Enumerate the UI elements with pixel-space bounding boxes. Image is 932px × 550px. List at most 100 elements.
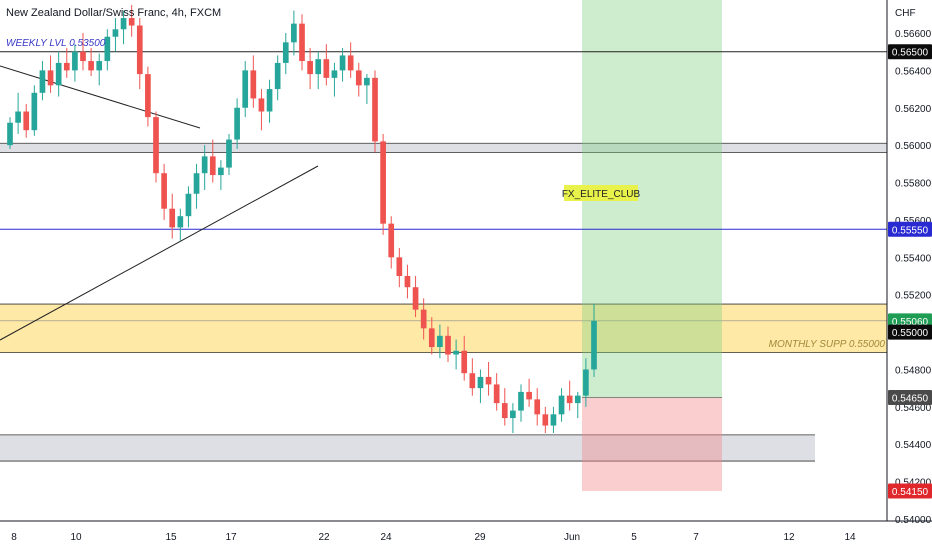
candle <box>201 145 208 191</box>
descending-trendline <box>0 65 201 129</box>
candle-body <box>266 89 273 112</box>
candle <box>558 388 565 422</box>
candle-body <box>23 111 30 131</box>
candle-body <box>161 173 167 209</box>
candle-body <box>364 77 370 86</box>
candle-body <box>112 29 119 37</box>
time-tick-label: 15 <box>165 532 177 543</box>
long-position-tool[interactable] <box>582 0 722 491</box>
candle <box>234 98 240 149</box>
candle <box>63 47 70 78</box>
candle-body <box>493 384 500 404</box>
candle <box>7 117 13 149</box>
candle-body <box>55 62 62 86</box>
candle-body <box>412 287 419 310</box>
candle-body <box>72 51 78 71</box>
candle-body <box>510 410 516 419</box>
price-axis[interactable]: 0.56600 0.56400 0.56200 0.56000 0.55800 0.556… <box>886 0 932 526</box>
candle-body <box>185 193 192 217</box>
candle-body <box>39 70 46 93</box>
price-marker-background <box>888 390 932 405</box>
candle-body <box>469 373 476 389</box>
candle-body <box>291 23 297 43</box>
stop-loss-area[interactable] <box>582 397 722 491</box>
price-marker-background <box>888 44 932 60</box>
price-tick-label: 0.56600 <box>895 29 932 40</box>
candle-body <box>31 92 38 131</box>
candle <box>299 14 305 71</box>
candle <box>493 373 500 411</box>
candle <box>47 55 54 93</box>
candle-body <box>477 376 484 389</box>
candle <box>193 163 200 209</box>
price-marker: 0.56500 <box>888 44 932 60</box>
price-marker-value: 0.55060 <box>892 317 929 328</box>
candle-body <box>566 395 573 404</box>
candle-body <box>461 350 468 374</box>
candle-body <box>47 70 54 86</box>
time-axis[interactable]: 8 10 15 17 22 24 29 Jun 5 7 12 14 <box>0 520 932 543</box>
candle <box>291 10 297 56</box>
symbol-title[interactable]: New Zealand Dollar/Swiss Franc, 4h, FXCM <box>6 7 221 19</box>
candle <box>72 44 78 82</box>
candle-body <box>80 51 86 62</box>
candle <box>485 361 492 396</box>
price-marker-value: 0.55000 <box>892 328 929 339</box>
price-marker-value: 0.54150 <box>892 487 929 498</box>
candle-body <box>177 216 184 228</box>
candle <box>501 388 508 426</box>
price-tick-label: 0.54600 <box>895 403 932 414</box>
candle-body <box>128 18 135 26</box>
price-marker: 0.55000 <box>888 324 932 340</box>
candle <box>477 369 484 404</box>
candle <box>55 51 62 97</box>
candle <box>437 324 443 359</box>
candle <box>404 264 411 299</box>
resistance-zone <box>0 143 887 153</box>
candle <box>380 133 386 235</box>
candle-body <box>420 309 427 329</box>
candle <box>534 388 541 426</box>
candle <box>542 406 549 434</box>
candle-body <box>242 70 249 108</box>
price-tick-label: 0.54400 <box>895 440 932 451</box>
candle-body <box>542 414 549 426</box>
candle <box>209 139 216 183</box>
candle-body <box>518 391 524 411</box>
ascending-trendline <box>0 165 319 341</box>
candle-body <box>282 42 289 63</box>
candle-body <box>396 257 403 276</box>
candle-body <box>7 122 13 146</box>
time-tick-label: 22 <box>318 532 330 543</box>
candle-body <box>591 320 597 370</box>
time-tick-label: 29 <box>474 532 486 543</box>
candle <box>364 74 370 105</box>
candle-body <box>347 55 354 71</box>
candle <box>566 380 573 411</box>
candle <box>15 92 21 134</box>
price-marker-background <box>888 483 932 499</box>
candle-body <box>501 403 508 419</box>
candle <box>80 33 86 71</box>
price-marker-value: 0.55550 <box>892 225 929 236</box>
candle <box>226 133 232 176</box>
candle <box>88 47 94 76</box>
candle-body <box>299 23 305 62</box>
lower-support-zone <box>0 434 815 462</box>
candle <box>136 18 143 90</box>
time-tick-label: 17 <box>225 532 237 543</box>
time-tick-label: 24 <box>380 532 392 543</box>
candle <box>307 47 313 90</box>
candle <box>258 89 265 131</box>
candle <box>518 384 524 422</box>
candle <box>372 70 378 153</box>
candle-body <box>96 61 103 71</box>
candle <box>339 47 346 82</box>
candle-body <box>145 74 151 118</box>
candle-body <box>250 70 257 99</box>
candle <box>461 335 468 381</box>
candles-layer <box>7 4 597 434</box>
candle-body <box>380 141 386 224</box>
time-tick-label: 8 <box>11 532 17 543</box>
